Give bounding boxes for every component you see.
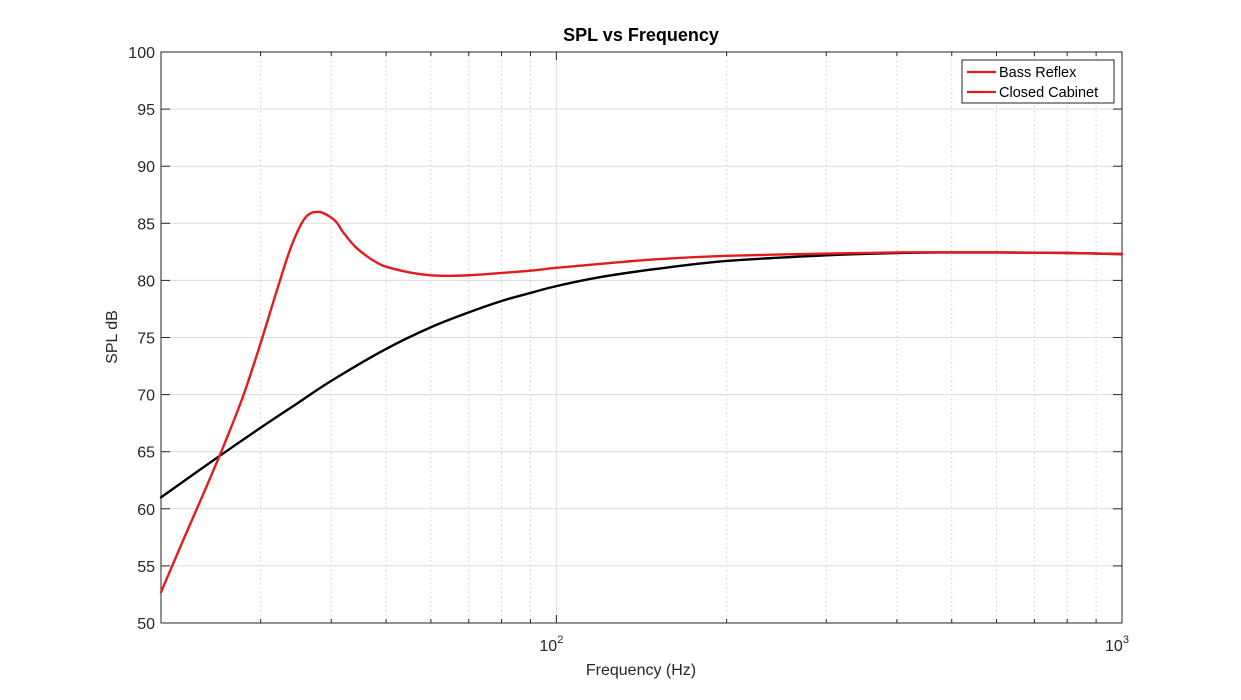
y-tick-label: 100 [128, 45, 155, 62]
y-tick-label: 60 [137, 502, 155, 519]
grid [161, 52, 1122, 623]
y-tick-label: 95 [137, 102, 155, 119]
legend-label-closed-cabinet: Closed Cabinet [999, 85, 1098, 101]
x-tick-label: 103 [1105, 634, 1129, 655]
y-tick-label: 65 [137, 445, 155, 462]
y-tick-label: 80 [137, 273, 155, 290]
y-tick-label: 70 [137, 388, 155, 405]
legend-box [961, 59, 1115, 104]
series-lines [159, 210, 1124, 594]
y-tick-label: 55 [137, 559, 155, 576]
y-tick-label: 85 [137, 216, 155, 233]
y-tick-label: 90 [137, 159, 155, 176]
y-tick-label: 50 [137, 616, 155, 633]
x-tick-label: 102 [539, 634, 563, 655]
legend-label-bass-reflex: Bass Reflex [999, 65, 1077, 81]
legend: Bass Reflex Closed Cabinet [961, 59, 1115, 104]
series-line-closed-cabinet [159, 251, 1124, 499]
x-axis-label: Frequency (Hz) [586, 662, 696, 679]
y-axis-label: SPL dB [104, 310, 121, 364]
series-line-bass-reflex [159, 210, 1124, 594]
y-tick-label: 75 [137, 331, 155, 348]
chart-title: SPL vs Frequency [563, 25, 719, 45]
axis-ticks: 102 103 50 55 60 65 70 75 80 85 90 95 100 [128, 45, 1129, 655]
